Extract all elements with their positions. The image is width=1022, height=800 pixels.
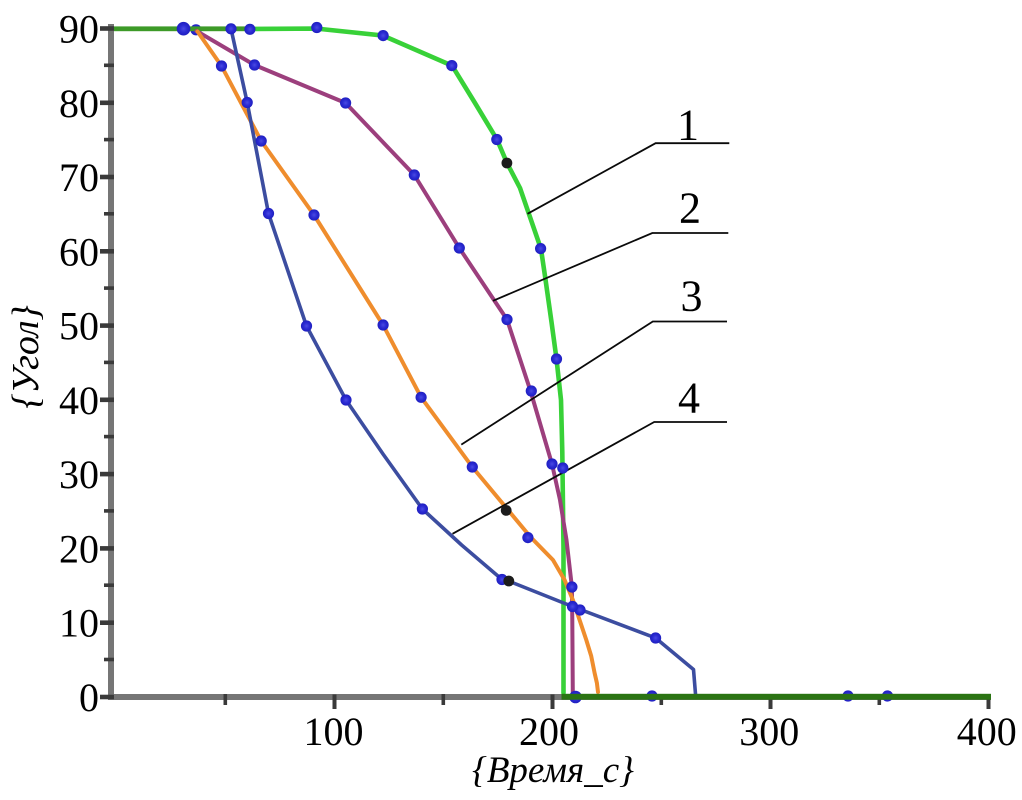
svg-text:40: 40 (59, 378, 99, 423)
svg-text:60: 60 (59, 229, 99, 274)
svg-text:{Время_с}: {Время_с} (472, 750, 634, 791)
svg-text:200: 200 (519, 709, 579, 754)
svg-text:30: 30 (59, 452, 99, 497)
svg-text:70: 70 (59, 155, 99, 200)
svg-text:50: 50 (59, 304, 99, 349)
svg-text:{Угол}: {Угол} (5, 305, 47, 409)
svg-text:400: 400 (957, 709, 1017, 754)
svg-text:2: 2 (679, 184, 701, 233)
svg-text:3: 3 (681, 272, 703, 321)
svg-text:4: 4 (678, 374, 700, 423)
svg-text:0: 0 (79, 675, 99, 720)
svg-text:80: 80 (59, 81, 99, 126)
svg-text:10: 10 (59, 601, 99, 646)
svg-text:100: 100 (304, 709, 364, 754)
svg-text:300: 300 (739, 709, 799, 754)
svg-text:20: 20 (59, 526, 99, 571)
svg-text:1: 1 (677, 101, 699, 150)
svg-text:90: 90 (59, 7, 99, 52)
